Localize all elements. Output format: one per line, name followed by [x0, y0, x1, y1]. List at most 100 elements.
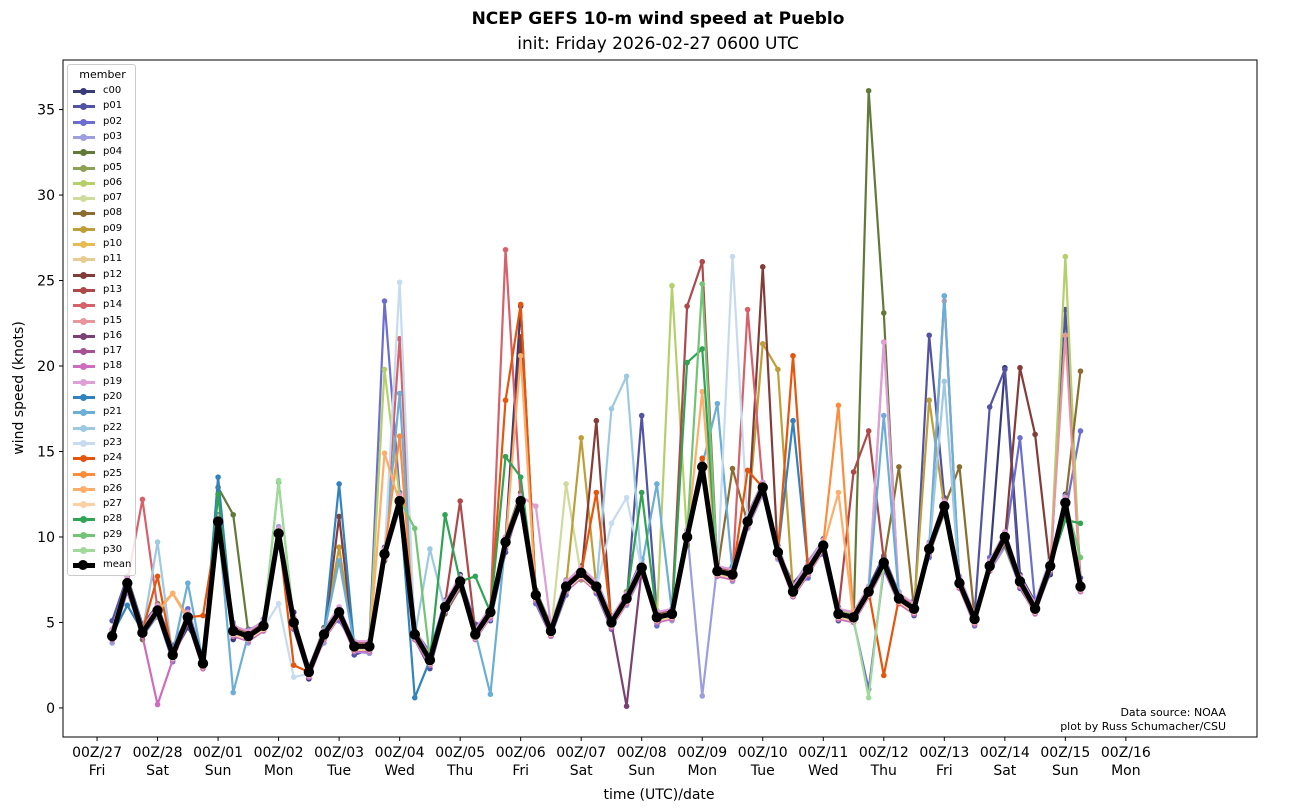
legend-swatch-marker: [80, 378, 87, 386]
legend-label: p21: [103, 406, 123, 418]
data-point-mean: [939, 501, 950, 512]
data-point-p23: [729, 253, 736, 260]
data-point-p20: [124, 602, 131, 609]
data-point-p22: [623, 373, 630, 380]
legend-label: p17: [103, 345, 123, 357]
data-point-p03: [699, 693, 706, 699]
data-point-mean: [1060, 497, 1071, 508]
x-tick-day: Mon: [687, 763, 717, 779]
legend-label: p15: [103, 314, 123, 326]
data-point-mean: [137, 627, 148, 638]
data-point-p22: [608, 405, 615, 412]
x-tick-day: Wed: [384, 763, 415, 779]
data-point-mean: [303, 666, 315, 678]
legend-swatch-marker: [80, 286, 87, 294]
data-point-p26: [169, 590, 176, 597]
plot-frame: [62, 59, 1258, 738]
data-point-p23: [290, 674, 297, 680]
x-tick-date: 00Z/15: [1040, 745, 1090, 761]
y-tick-label: 0: [46, 701, 55, 717]
data-point-p23: [623, 494, 630, 501]
data-point-mean: [288, 617, 299, 628]
legend-swatch-marker: [78, 560, 88, 571]
data-point-p21: [336, 558, 342, 564]
legend-swatch-marker: [80, 164, 87, 172]
data-point-p20: [336, 481, 342, 487]
legend-label: p27: [103, 498, 123, 510]
data-point-p19: [533, 503, 539, 510]
x-tick-day: Fri: [512, 763, 529, 779]
data-point-p09: [336, 544, 342, 551]
data-point-p14: [139, 496, 146, 503]
legend-label: p14: [103, 299, 123, 311]
data-point-p22: [427, 546, 433, 552]
y-tick-label: 20: [37, 359, 55, 375]
data-point-p28: [699, 346, 706, 352]
x-tick-day: Thu: [870, 763, 897, 779]
legend-item-p22: p22: [72, 421, 134, 435]
legend-item-c00: c00: [72, 84, 134, 98]
data-point-p20: [790, 417, 796, 424]
data-point-mean: [349, 641, 360, 652]
legend-item-p19: p19: [72, 375, 134, 389]
data-point-mean: [364, 641, 375, 652]
x-tick-day: Sun: [1052, 763, 1079, 779]
data-point-mean: [409, 629, 420, 640]
data-point-p30: [865, 694, 872, 701]
legend-swatch-marker: [80, 118, 87, 126]
legend-swatch-marker: [80, 424, 87, 432]
legend-swatch-marker: [80, 455, 87, 463]
chart-title: NCEP GEFS 10-m wind speed at Pueblo: [471, 9, 845, 29]
legend-swatch-marker: [80, 302, 87, 310]
x-tick-day: Sat: [993, 763, 1016, 779]
data-point-p24: [517, 301, 524, 308]
data-point-p21: [714, 400, 721, 407]
data-point-p30: [275, 477, 282, 484]
legend-item-p29: p29: [72, 528, 134, 542]
y-tick-label: 30: [37, 188, 55, 204]
y-tick-label: 10: [37, 530, 55, 546]
series-p09: [109, 340, 1084, 675]
data-point-mean: [575, 567, 587, 579]
data-point-mean: [454, 576, 466, 587]
data-point-p04: [865, 87, 872, 94]
x-axis-label: time (UTC)/date: [603, 787, 714, 803]
data-point-p14: [502, 246, 509, 253]
legend-item-p01: p01: [72, 99, 134, 113]
legend-label: p01: [103, 100, 123, 112]
data-point-p21: [941, 293, 948, 299]
data-point-p04: [880, 310, 887, 316]
data-point-p24: [200, 612, 206, 619]
data-point-mean: [1029, 603, 1041, 614]
legend-item-p25: p25: [72, 467, 134, 481]
data-point-p12: [1032, 431, 1038, 438]
data-point-p21: [185, 580, 191, 586]
x-tick-date: 00Z/09: [677, 745, 727, 761]
legend-swatch-marker: [80, 409, 87, 417]
x-tick-date: 00Z/11: [798, 745, 848, 761]
legend-item-p16: p16: [72, 329, 134, 343]
data-point-mean: [712, 565, 723, 577]
data-point-p02: [1077, 428, 1084, 434]
legend-swatch-marker: [80, 210, 87, 218]
data-point-mean: [318, 629, 330, 640]
data-point-p24: [699, 455, 706, 462]
data-point-p20: [215, 474, 221, 480]
data-point-p04: [230, 511, 237, 518]
data-point-p25: [835, 402, 842, 409]
data-point-p06: [381, 366, 388, 373]
data-point-mean: [848, 612, 859, 623]
legend-swatch-marker: [80, 348, 87, 356]
legend-swatch-marker: [80, 317, 87, 325]
legend-item-p10: p10: [72, 237, 134, 251]
x-tick-date: 00Z/03: [314, 745, 364, 761]
data-point-p15: [1062, 332, 1069, 339]
legend-label: c00: [103, 85, 122, 96]
data-point-mean: [1045, 560, 1056, 572]
x-tick-day: Sat: [146, 763, 169, 779]
data-point-p26: [699, 388, 706, 395]
legend-swatch-marker: [80, 516, 87, 524]
legend-swatch-marker: [80, 256, 87, 264]
data-point-p01: [986, 404, 993, 410]
legend-item-p02: p02: [72, 115, 134, 129]
